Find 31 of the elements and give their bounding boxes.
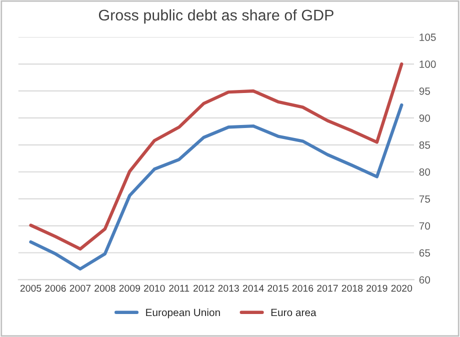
legend-label: Euro area — [271, 308, 316, 316]
legend-label: European Union — [146, 308, 220, 318]
x-tick-label: 2016 — [292, 284, 314, 292]
x-tick-label: 2007 — [70, 284, 91, 292]
x-tick-label: 2011 — [169, 284, 190, 292]
y-tick-label: 105 — [420, 34, 436, 41]
x-tick-label: 2005 — [20, 284, 42, 292]
y-tick-label: 95 — [419, 87, 430, 95]
y-tick-label: 70 — [419, 222, 430, 230]
x-tick-label: 2020 — [391, 284, 412, 292]
x-tick-label: 2018 — [342, 284, 363, 292]
x-tick-label: 2012 — [194, 284, 214, 292]
y-tick-label: 90 — [419, 114, 430, 122]
x-tick-label: 2014 — [242, 284, 264, 292]
x-tick-label: 2017 — [317, 284, 338, 292]
y-tick-label: 100 — [420, 60, 436, 68]
x-tick-label: 2008 — [94, 284, 116, 292]
chart-title: Gross public debt as share of GDP — [98, 9, 334, 24]
y-tick-label: 85 — [419, 141, 430, 149]
x-tick-label: 2015 — [268, 284, 288, 292]
y-tick-label: 75 — [419, 195, 430, 203]
y-tick-label: 65 — [419, 249, 430, 257]
line-series — [29, 103, 404, 271]
y-tick-label: 60 — [419, 276, 430, 284]
x-tick-label: 2006 — [45, 284, 66, 292]
x-tick-label: 2013 — [218, 284, 239, 292]
x-tick-label: 2009 — [119, 284, 140, 292]
y-tick-label: 80 — [419, 168, 430, 176]
x-tick-label: 2010 — [144, 284, 165, 292]
x-tick-label: 2019 — [366, 284, 388, 292]
line-series — [29, 62, 404, 251]
